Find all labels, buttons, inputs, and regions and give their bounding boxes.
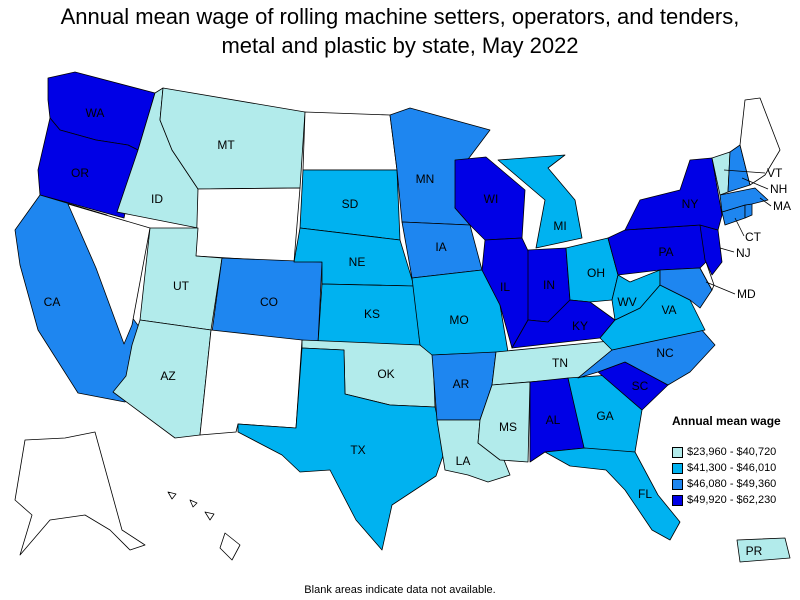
label-nc: NC [656, 346, 674, 360]
state-nv[interactable] [67, 203, 151, 345]
label-in: IN [543, 278, 555, 292]
label-mn: MN [416, 172, 435, 186]
label-vt: VT [767, 166, 783, 180]
legend-item: $41,300 - $46,010 [672, 460, 781, 476]
label-wv: WV [617, 295, 636, 309]
state-tx[interactable] [237, 347, 446, 551]
callout-line-ct [734, 217, 745, 237]
state-mi[interactable] [497, 154, 583, 249]
state-fl[interactable] [544, 447, 681, 541]
state-nm[interactable] [199, 329, 303, 436]
label-ky: KY [572, 319, 588, 333]
label-il: IL [500, 280, 510, 294]
label-az: AZ [160, 369, 175, 383]
label-mt: MT [217, 138, 235, 152]
legend-title: Annual mean wage [672, 414, 781, 428]
legend: Annual mean wage $23,960 - $40,720 $41,3… [672, 414, 781, 508]
state-wy[interactable] [195, 187, 301, 263]
legend-label: $41,300 - $46,010 [687, 462, 777, 474]
label-pa: PA [658, 245, 673, 259]
legend-swatch [672, 478, 683, 490]
label-tn: TN [552, 356, 568, 370]
label-oh: OH [587, 266, 605, 280]
title-line-2: metal and plastic by state, May 2022 [221, 33, 579, 58]
legend-label: $23,960 - $40,720 [687, 446, 777, 458]
label-ks: KS [364, 307, 380, 321]
label-fl: FL [638, 487, 652, 501]
callout-line-ma [759, 197, 772, 207]
label-nh: NH [770, 182, 787, 196]
state-hi[interactable] [167, 491, 241, 561]
legend-label: $49,920 - $62,230 [687, 494, 777, 506]
label-sc: SC [632, 379, 649, 393]
legend-item: $46,080 - $49,360 [672, 476, 781, 492]
label-nj: NJ [736, 246, 751, 260]
state-pr[interactable] [736, 537, 791, 563]
state-ny[interactable] [624, 157, 723, 231]
label-ut: UT [173, 279, 190, 293]
title-line-1: Annual mean wage of rolling machine sett… [60, 4, 740, 29]
label-ar: AR [453, 377, 470, 391]
label-pr: PR [746, 544, 763, 558]
legend-item: $23,960 - $40,720 [672, 444, 781, 460]
callout-lines [705, 169, 772, 295]
callout-line-nh [741, 177, 769, 190]
label-or: OR [71, 166, 89, 180]
state-ri[interactable] [744, 203, 753, 219]
label-ga: GA [596, 409, 613, 423]
legend-label: $46,080 - $49,360 [687, 478, 777, 490]
state-me[interactable] [739, 97, 781, 186]
label-wi: WI [484, 192, 499, 206]
state-labels: WA OR CA ID MT UT AZ CO SD NE KS OK TX M… [44, 106, 791, 558]
legend-swatch [672, 462, 683, 474]
label-id: ID [151, 192, 163, 206]
label-ct: CT [745, 230, 762, 244]
label-va: VA [661, 303, 676, 317]
legend-swatch [672, 446, 683, 458]
label-ia: IA [435, 240, 446, 254]
state-ak[interactable] [14, 431, 146, 556]
label-ne: NE [349, 255, 366, 269]
callout-line-nj [719, 247, 735, 253]
label-ca: CA [44, 295, 61, 309]
footnote: Blank areas indicate data not available. [304, 584, 496, 596]
label-tx: TX [350, 443, 365, 457]
label-ok: OK [377, 367, 394, 381]
label-co: CO [260, 295, 278, 309]
label-mi: MI [553, 219, 566, 233]
label-sd: SD [342, 197, 359, 211]
label-la: LA [456, 454, 471, 468]
callout-line-vt [723, 169, 766, 174]
label-al: AL [546, 413, 561, 427]
map-title: Annual mean wage of rolling machine sett… [0, 2, 800, 60]
state-ma[interactable] [719, 187, 769, 213]
label-md: MD [737, 287, 756, 301]
label-ms: MS [499, 420, 517, 434]
state-nd[interactable] [302, 111, 398, 171]
label-wa: WA [86, 106, 105, 120]
label-mo: MO [449, 313, 468, 327]
legend-item: $49,920 - $62,230 [672, 492, 781, 508]
callout-line-md [705, 281, 736, 295]
label-ma: MA [773, 199, 791, 213]
legend-swatch [672, 494, 683, 506]
label-ny: NY [682, 197, 699, 211]
